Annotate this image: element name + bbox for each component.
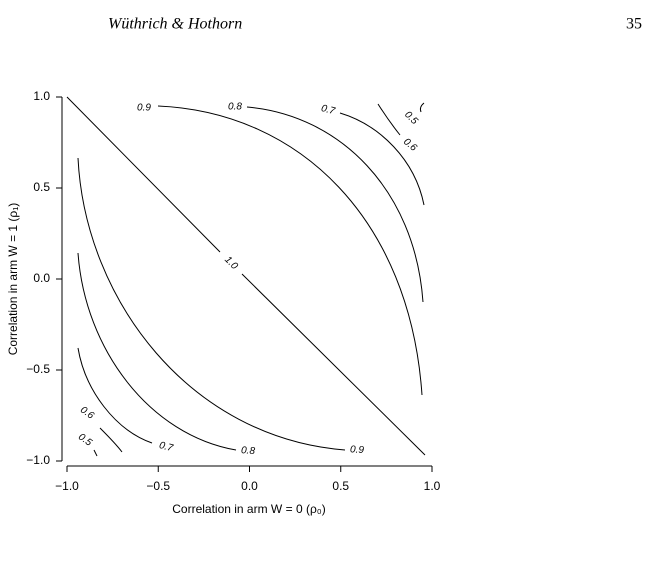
contour-line <box>77 157 346 451</box>
y-axis-label: Correlation in arm W = 1 (ρ₁) <box>6 203 20 356</box>
contour-line <box>77 252 237 451</box>
contour-line <box>66 96 426 456</box>
contour-line <box>93 449 98 457</box>
contour-label: 0.7 <box>320 103 337 117</box>
page-number: 35 <box>626 16 642 33</box>
contour-line <box>377 103 401 136</box>
y-tick-label: 1.0 <box>33 89 50 103</box>
contour-label: 1.0 <box>222 254 240 272</box>
y-tick-label: 0.5 <box>33 180 50 194</box>
y-tick-label: −0.5 <box>26 362 50 376</box>
contour-line <box>419 102 425 113</box>
x-tick-label: −1.0 <box>55 479 79 493</box>
contour-label: 0.8 <box>228 102 242 113</box>
contour-label: 0.6 <box>401 136 419 154</box>
x-axis-label: Correlation in arm W = 0 (ρ₀) <box>172 502 326 516</box>
header-authors: Wüthrich & Hothorn <box>108 16 242 33</box>
contour-line <box>339 112 425 206</box>
contour-plot: 1.0 0.9 0.9 0.8 0.8 0.7 0.7 0.6 0.6 0.5 … <box>61 96 432 467</box>
contour-line <box>157 105 423 396</box>
contour-label: 0.5 <box>402 109 420 127</box>
x-tick-label: 0.5 <box>332 479 349 493</box>
contour-label: 0.6 <box>78 405 96 422</box>
contour-label: 0.5 <box>76 432 94 449</box>
contour-label: 0.7 <box>158 440 175 454</box>
x-tick-label: 1.0 <box>424 479 441 493</box>
contour-line <box>246 106 424 303</box>
contour-label: 0.8 <box>241 445 256 457</box>
y-tick-label: −1.0 <box>26 453 50 467</box>
x-tick-label: 0.0 <box>241 479 258 493</box>
contour-line <box>77 347 153 444</box>
contour-line <box>99 427 123 453</box>
contour-label: 0.9 <box>350 444 365 456</box>
contour-label: 0.9 <box>137 103 151 114</box>
y-tick-label: 0.0 <box>33 271 50 285</box>
x-tick-label: −0.5 <box>146 479 170 493</box>
